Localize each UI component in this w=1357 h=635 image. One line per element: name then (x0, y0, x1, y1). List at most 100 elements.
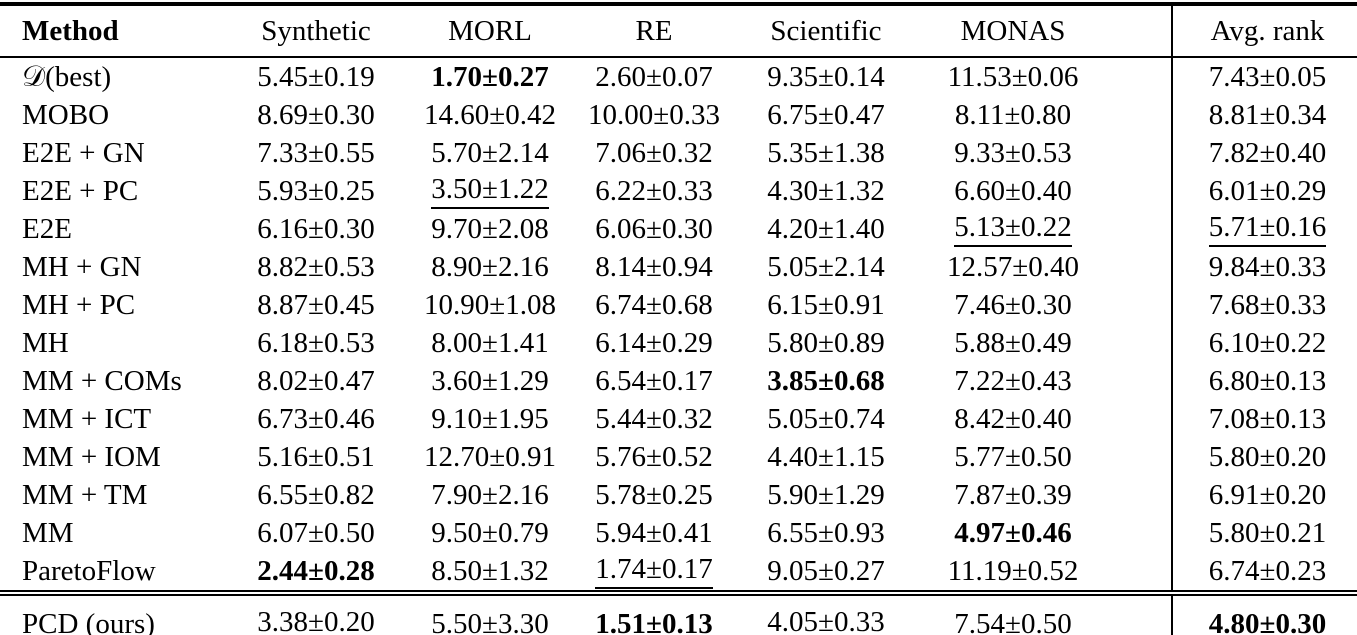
value-text: 3.60±1.29 (431, 364, 549, 397)
value-text: 5.90±1.29 (767, 478, 885, 511)
value-text: 5.45±0.19 (257, 60, 375, 93)
value-cell: 10.90±1.08 (400, 286, 580, 324)
value-text: 9.70±2.08 (431, 212, 549, 245)
col-header-scientific: Scientific (728, 4, 924, 58)
method-label: MH + PC (22, 288, 136, 321)
value-cell: 5.93±0.25 (232, 172, 400, 210)
value-text: 8.02±0.47 (257, 364, 375, 397)
value-cell: 8.69±0.30 (232, 96, 400, 134)
value-cell: 5.44±0.32 (580, 400, 728, 438)
value-cell: 3.60±1.29 (400, 362, 580, 400)
method-label: PCD (ours) (0, 590, 232, 635)
method-label: MH + GN (22, 250, 142, 283)
value-text: 9.10±1.95 (431, 402, 549, 435)
value-text: 8.14±0.94 (595, 250, 713, 283)
value-text: 6.01±0.29 (1208, 174, 1327, 207)
value-cell: 8.90±2.16 (400, 248, 580, 286)
value-cell: 6.10±0.22 (1172, 324, 1357, 362)
value-text: 8.81±0.34 (1208, 98, 1327, 131)
value-text: 7.33±0.55 (257, 136, 375, 169)
value-cell: 7.54±0.50 (924, 590, 1173, 635)
table-row: E2E + GN 7.33±0.55 5.70±2.14 7.06±0.32 5.35±… (0, 134, 1357, 172)
value-cell: 4.80±0.30 (1172, 590, 1357, 635)
method-label: E2E + GN (22, 136, 145, 169)
table-header: Method Synthetic MORL RE Scientific MONA… (0, 4, 1357, 58)
col-header-re: RE (580, 4, 728, 58)
value-text: 8.82±0.53 (257, 250, 375, 283)
value-cell: 6.16±0.30 (232, 210, 400, 248)
value-text: 6.74±0.68 (595, 288, 713, 321)
value-text: 1.70±0.27 (431, 60, 549, 93)
value-text: 5.16±0.51 (257, 440, 375, 473)
value-cell: 5.35±1.38 (728, 134, 924, 172)
value-cell: 8.14±0.94 (580, 248, 728, 286)
value-text: 7.68±0.33 (1208, 288, 1327, 321)
value-text: 9.35±0.14 (767, 60, 885, 93)
value-text: 3.50±1.22 (431, 174, 549, 209)
value-cell: 6.07±0.50 (232, 514, 400, 552)
table-body: 𝒟(best) 5.45±0.19 1.70±0.27 2.60±0.07 9.35±0… (0, 57, 1357, 593)
value-cell: 7.08±0.13 (1172, 400, 1357, 438)
value-cell: 11.19±0.52 (924, 552, 1173, 593)
value-cell: 6.74±0.68 (580, 286, 728, 324)
value-cell: 3.50±1.22 (400, 172, 580, 210)
value-text: 7.54±0.50 (954, 607, 1072, 635)
value-text: 6.16±0.30 (257, 212, 375, 245)
col-header-avg-rank: Avg. rank (1172, 4, 1357, 58)
value-text: 1.74±0.17 (595, 554, 713, 589)
value-text: 7.43±0.05 (1208, 60, 1327, 93)
value-text: 9.50±0.79 (431, 516, 549, 549)
method-label: MH (22, 326, 69, 359)
value-text: 10.00±0.33 (588, 98, 720, 131)
value-text: 6.55±0.93 (767, 516, 885, 549)
table-row: MH + PC 8.87±0.45 10.90±1.08 6.74±0.68 6.15±… (0, 286, 1357, 324)
value-cell: 11.53±0.06 (924, 57, 1173, 96)
value-text: 6.80±0.13 (1208, 364, 1327, 397)
value-cell: 6.22±0.33 (580, 172, 728, 210)
value-cell: 5.76±0.52 (580, 438, 728, 476)
value-cell: 8.02±0.47 (232, 362, 400, 400)
value-text: 6.60±0.40 (954, 174, 1072, 207)
value-text: 8.50±1.32 (431, 554, 549, 587)
value-cell: 5.80±0.89 (728, 324, 924, 362)
value-cell: 5.78±0.25 (580, 476, 728, 514)
table-row: E2E + PC 5.93±0.25 3.50±1.22 6.22±0.33 4.30±… (0, 172, 1357, 210)
value-text: 7.08±0.13 (1208, 402, 1327, 435)
value-text: 9.33±0.53 (954, 136, 1072, 169)
value-text: 4.40±1.15 (767, 440, 885, 473)
value-text: 5.35±1.38 (767, 136, 885, 169)
value-cell: 7.90±2.16 (400, 476, 580, 514)
col-header-monas: MONAS (924, 4, 1173, 58)
value-cell: 5.94±0.41 (580, 514, 728, 552)
value-text: 6.14±0.29 (595, 326, 713, 359)
value-text: 8.11±0.80 (954, 98, 1072, 131)
value-text: 5.76±0.52 (595, 440, 713, 473)
value-cell: 6.80±0.13 (1172, 362, 1357, 400)
value-text: 7.82±0.40 (1208, 136, 1327, 169)
value-text: 12.70±0.91 (424, 440, 556, 473)
value-cell: 3.85±0.68 (728, 362, 924, 400)
value-text: 6.54±0.17 (595, 364, 713, 397)
col-header-method: Method (0, 4, 232, 58)
value-cell: 6.18±0.53 (232, 324, 400, 362)
value-cell: 7.87±0.39 (924, 476, 1173, 514)
value-cell: 6.06±0.30 (580, 210, 728, 248)
value-cell: 5.71±0.16 (1172, 210, 1357, 248)
value-cell: 5.90±1.29 (728, 476, 924, 514)
value-text: 5.94±0.41 (595, 516, 713, 549)
value-text: 5.70±2.14 (431, 136, 549, 169)
table-row: MM 6.07±0.50 9.50±0.79 5.94±0.41 6.55±0.93 4.… (0, 514, 1357, 552)
value-text: 5.50±3.30 (431, 607, 549, 635)
value-cell: 6.73±0.46 (232, 400, 400, 438)
value-text: 5.80±0.20 (1208, 440, 1327, 473)
value-text: 5.93±0.25 (257, 174, 375, 207)
method-label: MM + TM (22, 478, 148, 511)
value-text: 8.00±1.41 (431, 326, 549, 359)
table-row: MH 6.18±0.53 8.00±1.41 6.14±0.29 5.80±0.89 5.… (0, 324, 1357, 362)
value-cell: 6.54±0.17 (580, 362, 728, 400)
method-label: E2E + PC (22, 174, 139, 207)
value-cell: 14.60±0.42 (400, 96, 580, 134)
value-cell: 2.60±0.07 (580, 57, 728, 96)
value-cell: 1.51±0.13 (580, 590, 728, 635)
method-label: MM + COMs (22, 364, 182, 397)
